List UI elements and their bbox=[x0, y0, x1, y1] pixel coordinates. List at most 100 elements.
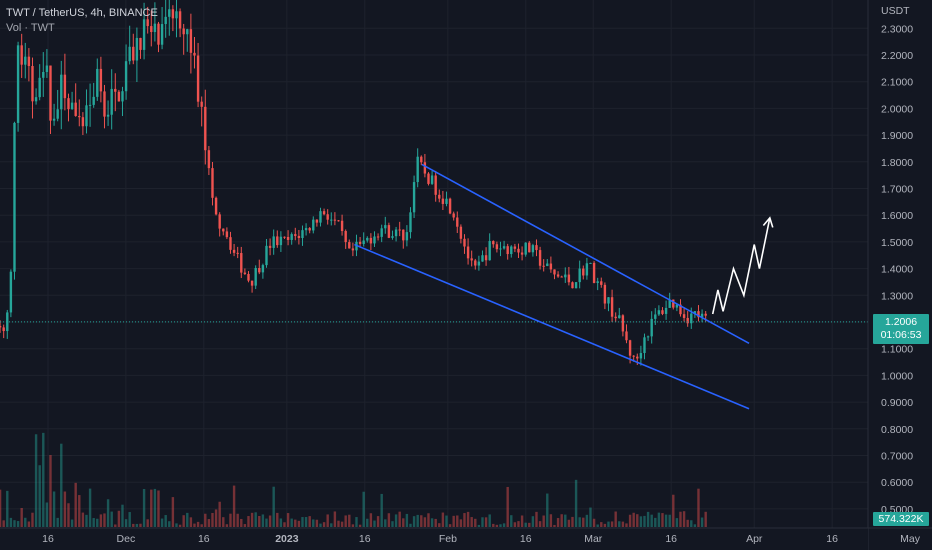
volume-bar bbox=[456, 515, 459, 527]
volume-bar bbox=[63, 491, 67, 527]
candle-body bbox=[52, 118, 56, 121]
volume-bar bbox=[373, 520, 376, 527]
candle-body bbox=[571, 282, 574, 289]
projection-arrowhead[interactable] bbox=[762, 216, 774, 228]
volume-bar bbox=[13, 520, 16, 527]
candle-body bbox=[603, 284, 607, 304]
candle-body bbox=[546, 263, 549, 267]
volume-bar bbox=[441, 512, 445, 527]
candle-body bbox=[625, 331, 628, 341]
time-tick-label: May bbox=[900, 533, 921, 545]
candle-body bbox=[204, 106, 207, 151]
volume-bar bbox=[272, 486, 275, 527]
candle-body bbox=[614, 316, 617, 319]
candle-body bbox=[416, 156, 419, 183]
volume-bar bbox=[117, 510, 121, 527]
volume-bar bbox=[290, 518, 293, 527]
candle-body bbox=[283, 236, 286, 238]
candle-body bbox=[132, 46, 135, 61]
price-tick-label: 1.4000 bbox=[881, 264, 913, 276]
volume-bar bbox=[24, 517, 27, 527]
channel-lower-line[interactable] bbox=[354, 243, 750, 410]
candle-body bbox=[160, 24, 164, 45]
volume-bar bbox=[427, 513, 430, 527]
volume-bar bbox=[499, 524, 502, 527]
candle-body bbox=[366, 237, 369, 241]
volume-bar bbox=[675, 518, 679, 527]
candle-body bbox=[420, 156, 423, 163]
candle-body bbox=[168, 9, 171, 17]
volume-bar bbox=[142, 489, 146, 527]
projection-path[interactable] bbox=[711, 217, 771, 315]
price-scale[interactable] bbox=[868, 0, 932, 550]
volume-bar bbox=[283, 522, 286, 527]
candle-body bbox=[247, 273, 250, 281]
volume-indicator-title[interactable]: Vol · TWT bbox=[6, 22, 55, 34]
candle-body bbox=[661, 310, 664, 314]
volume-bar bbox=[193, 523, 196, 527]
volume-bar bbox=[571, 516, 574, 527]
time-tick-label: 16 bbox=[520, 533, 532, 545]
time-axis[interactable] bbox=[0, 528, 868, 550]
candle-body bbox=[596, 281, 599, 283]
volume-bar bbox=[484, 517, 488, 527]
volume-bar bbox=[225, 524, 229, 527]
candle-body bbox=[142, 19, 146, 50]
volume-bar bbox=[229, 513, 232, 527]
volume-bar bbox=[506, 486, 509, 527]
candle-body bbox=[319, 211, 322, 223]
volume-bar bbox=[171, 497, 175, 527]
candle-body bbox=[373, 236, 376, 244]
symbol-title[interactable]: TWT / TetherUS, 4h, BINANCE bbox=[6, 7, 158, 19]
candle-body bbox=[117, 91, 121, 102]
time-tick-label: 16 bbox=[198, 533, 210, 545]
candle-body bbox=[333, 219, 337, 221]
candle-body bbox=[387, 225, 391, 238]
candle-body bbox=[200, 101, 203, 107]
candle-body bbox=[376, 236, 380, 238]
candle-body bbox=[700, 313, 704, 318]
candle-body bbox=[348, 242, 351, 249]
candle-body bbox=[405, 232, 409, 241]
volume-bar bbox=[326, 514, 329, 527]
price-tick-label: 1.6000 bbox=[881, 210, 913, 222]
candle-body bbox=[585, 263, 589, 276]
candle-body bbox=[16, 45, 20, 123]
time-tick-label: 2023 bbox=[275, 533, 299, 545]
candle-body bbox=[297, 235, 301, 239]
volume-bar bbox=[344, 515, 347, 527]
volume-bar bbox=[603, 523, 607, 527]
volume-bar bbox=[596, 524, 599, 527]
candle-body bbox=[243, 272, 247, 274]
volume-bar bbox=[459, 519, 463, 527]
candle-body bbox=[232, 249, 236, 253]
volume-bar bbox=[139, 523, 142, 527]
candle-body bbox=[290, 234, 293, 240]
candle-body bbox=[502, 246, 506, 249]
candle-body bbox=[470, 258, 473, 261]
volume-bar bbox=[301, 517, 304, 527]
channel-upper-line[interactable] bbox=[421, 163, 750, 345]
candle-body bbox=[632, 355, 635, 357]
volume-bar bbox=[60, 443, 63, 527]
volume-bar bbox=[106, 499, 110, 527]
candle-body bbox=[430, 175, 434, 184]
volume-bar bbox=[114, 524, 117, 527]
volume-bar bbox=[178, 524, 182, 527]
candle-body bbox=[315, 219, 319, 223]
volume-bar bbox=[214, 509, 218, 527]
volume-bar bbox=[564, 514, 567, 527]
volume-bar bbox=[2, 520, 5, 527]
candle-body bbox=[294, 234, 297, 236]
volume-bar bbox=[452, 515, 455, 527]
volume-bar bbox=[376, 516, 380, 527]
price-scale-currency: USDT bbox=[881, 5, 910, 17]
volume-bar bbox=[279, 518, 283, 527]
volume-bar bbox=[445, 515, 448, 527]
candle-body bbox=[510, 246, 513, 255]
candle-body bbox=[189, 29, 193, 53]
volume-bar bbox=[85, 514, 88, 527]
candle-body bbox=[254, 267, 257, 286]
candle-body bbox=[330, 219, 333, 221]
